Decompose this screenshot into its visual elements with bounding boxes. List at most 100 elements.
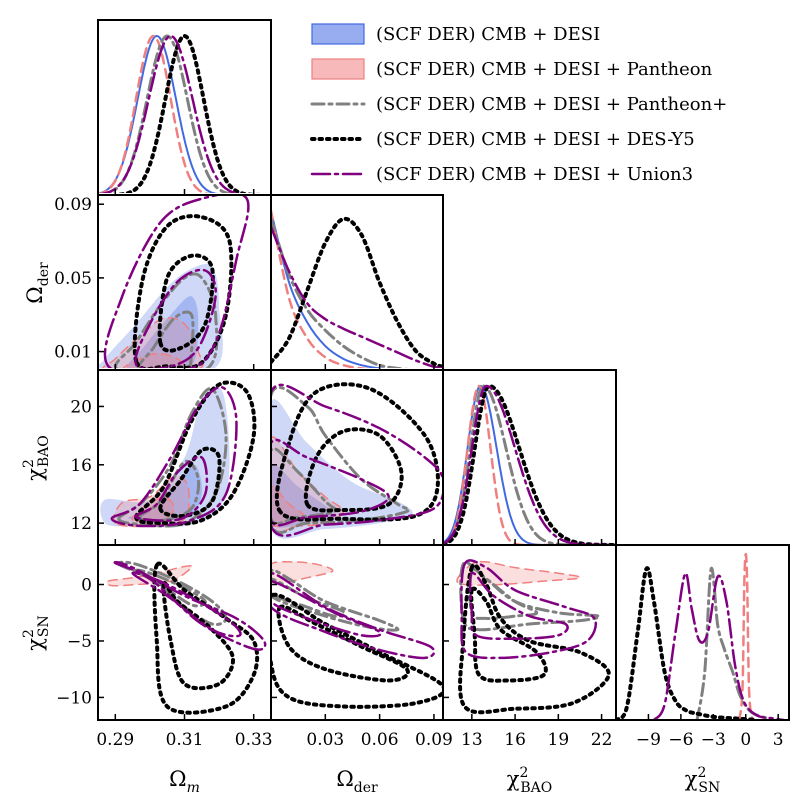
legend-entry-s5: (SCF DER) CMB + DESI + Union3 (310, 164, 693, 185)
legend-entry-s4: (SCF DER) CMB + DESI + DES-Y5 (310, 129, 695, 150)
marginal-cs-s5 (652, 572, 785, 720)
legend-label-s2: (SCF DER) CMB + DESI + Pantheon (376, 59, 713, 80)
contour-od_cb-s3-5 (271, 447, 338, 526)
panel-frame-3-3 (615, 544, 790, 721)
x-tick-label-cb-2: 19 (548, 730, 570, 750)
marginal-cb-s3 (443, 384, 616, 545)
marginal-od-s5 (271, 225, 443, 368)
marginal-om-s3 (99, 34, 236, 193)
marginal-cb-s2 (443, 384, 616, 545)
contour-om_od-s3-4 (114, 272, 219, 368)
x-tick-label-om-1: 0.31 (166, 730, 204, 750)
contour-om_od-s4-6 (132, 214, 234, 368)
frames-layer (97, 19, 790, 721)
x-axis-label-om: Ωm (169, 767, 200, 796)
contour-od_cs-s3-1 (271, 568, 400, 632)
legend-label-s1: (SCF DER) CMB + DESI (376, 24, 600, 45)
contour-od_cb-s3-4 (271, 386, 411, 535)
marginal-cb (443, 383, 616, 545)
x-tick-label-om-2: 0.33 (235, 730, 273, 750)
contour-cb_cs-s5-6 (468, 571, 569, 641)
legend-label-s4: (SCF DER) CMB + DESI + DES-Y5 (376, 129, 695, 150)
marginal-od-s1 (271, 210, 386, 368)
marginal-om-s2 (98, 34, 211, 193)
contour-fill-od_cb-s1-1 (271, 463, 336, 528)
contour-fill-om_od-s2-2 (103, 317, 204, 368)
contour-om_od-s5-9 (134, 268, 218, 368)
legend: (SCF DER) CMB + DESI (SCF DER) CMB + DESI… (310, 23, 727, 185)
contour-fill-od_cb-s2-3 (271, 486, 304, 527)
y-tick-label-od-1: 0.05 (54, 269, 92, 289)
x-axis-label-od: Ωder (336, 767, 378, 796)
marginal-cb-s5 (443, 384, 616, 545)
panels-layer (98, 33, 785, 720)
y-axis-label-od: Ωder (23, 262, 52, 304)
contour-panel-om_cb (100, 380, 257, 528)
contour-cb_cs-s4-4 (469, 586, 548, 683)
marginal-od-s2 (271, 209, 371, 368)
x-tick-label-cs-2: −3 (701, 730, 726, 750)
y-tick-label-cb-1: 16 (70, 456, 92, 476)
legend-entry-s1: (SCF DER) CMB + DESI (311, 23, 600, 45)
y-tick-label-cs-1: −5 (67, 632, 92, 652)
contour-panel-om_od (98, 195, 250, 368)
x-tick-label-cb-0: 13 (461, 730, 483, 750)
x-tick-label-cs-1: −6 (668, 730, 693, 750)
contour-om_cb-s5-8 (110, 385, 238, 528)
marginal-om (98, 33, 271, 193)
contour-panel-od_cb (271, 382, 443, 539)
x-axis-label-cb: χ2 BAO (507, 765, 553, 796)
legend-swatch-s2 (311, 58, 365, 80)
marginal-cs (616, 552, 785, 720)
contour-panel-od_cs (271, 561, 443, 709)
x-tick-label-cs-4: 3 (773, 730, 784, 750)
contour-edge-om_od-s2-2 (102, 317, 204, 368)
y-tick-label-od-2: 0.09 (54, 195, 92, 215)
marginal-cb-s1 (443, 384, 616, 545)
contour-od_cb-s4-6 (274, 382, 440, 522)
contour-cb_cs-s5-5 (460, 559, 598, 660)
contour-edge-od_cb-s2-2 (271, 436, 345, 534)
x-axis-label-cs: χ2 SN (685, 765, 721, 796)
x-tick-label-od-1: 0.06 (361, 730, 399, 750)
ticks-layer: 0.29 0.31 0.33 0.03 0.06 0.09 13 16 19 22 −9 −6 −3 0 3… (21, 189, 784, 796)
legend-label-s3: (SCF DER) CMB + DESI + Pantheon+ (376, 94, 727, 115)
y-tick-label-cb-2: 20 (70, 397, 92, 417)
marginal-od-s3 (271, 217, 410, 368)
panel-frame-1-1 (270, 194, 444, 371)
contour-om_od-s3-5 (136, 310, 195, 368)
contour-om_cs-s5-6 (131, 571, 242, 638)
contour-cb_cs-s4-3 (458, 563, 611, 715)
contour-om_cs-s3-2 (134, 568, 207, 608)
marginal-om-s1 (98, 34, 218, 193)
x-tick-label-cb-1: 16 (504, 730, 526, 750)
legend-label-s5: (SCF DER) CMB + DESI + Union3 (376, 164, 693, 185)
contour-od_cb-s5-8 (271, 383, 443, 537)
y-tick-label-od-0: 0.01 (54, 343, 92, 363)
contour-od_cb-s4-7 (303, 427, 404, 513)
legend-entry-s3: (SCF DER) CMB + DESI + Pantheon+ (310, 94, 727, 115)
x-tick-label-om-0: 0.29 (96, 730, 134, 750)
marginal-cs-s2 (738, 552, 754, 720)
contour-om_cs-s5-5 (113, 560, 267, 651)
marginal-od-s4 (271, 216, 443, 368)
contour-edge-om_cs-s2-0 (105, 564, 193, 587)
contour-edge-cb_cs-s2-0 (456, 560, 581, 586)
marginal-om-s4 (98, 33, 271, 193)
contour-om_cb-s4-6 (134, 380, 257, 526)
y-tick-label-cs-0: 0 (81, 576, 92, 596)
x-tick-label-cb-3: 22 (591, 730, 613, 750)
contour-om_cs-s4-4 (161, 581, 235, 691)
contour-od_cs-s4-4 (276, 604, 410, 683)
contour-om_od-s5-8 (103, 195, 250, 368)
marginal-cs-s3 (695, 566, 769, 720)
contour-om_od-s4-7 (157, 253, 215, 353)
contour-panel-cb_cs (456, 559, 611, 715)
y-tick-label-cb-0: 12 (70, 514, 92, 534)
x-tick-label-cs-0: −9 (636, 730, 661, 750)
legend-entry-s2: (SCF DER) CMB + DESI + Pantheon (311, 58, 713, 80)
contour-om_cb-s3-4 (117, 387, 228, 528)
contour-od_cs-s4-3 (271, 592, 443, 709)
marginal-om-s5 (98, 34, 242, 193)
